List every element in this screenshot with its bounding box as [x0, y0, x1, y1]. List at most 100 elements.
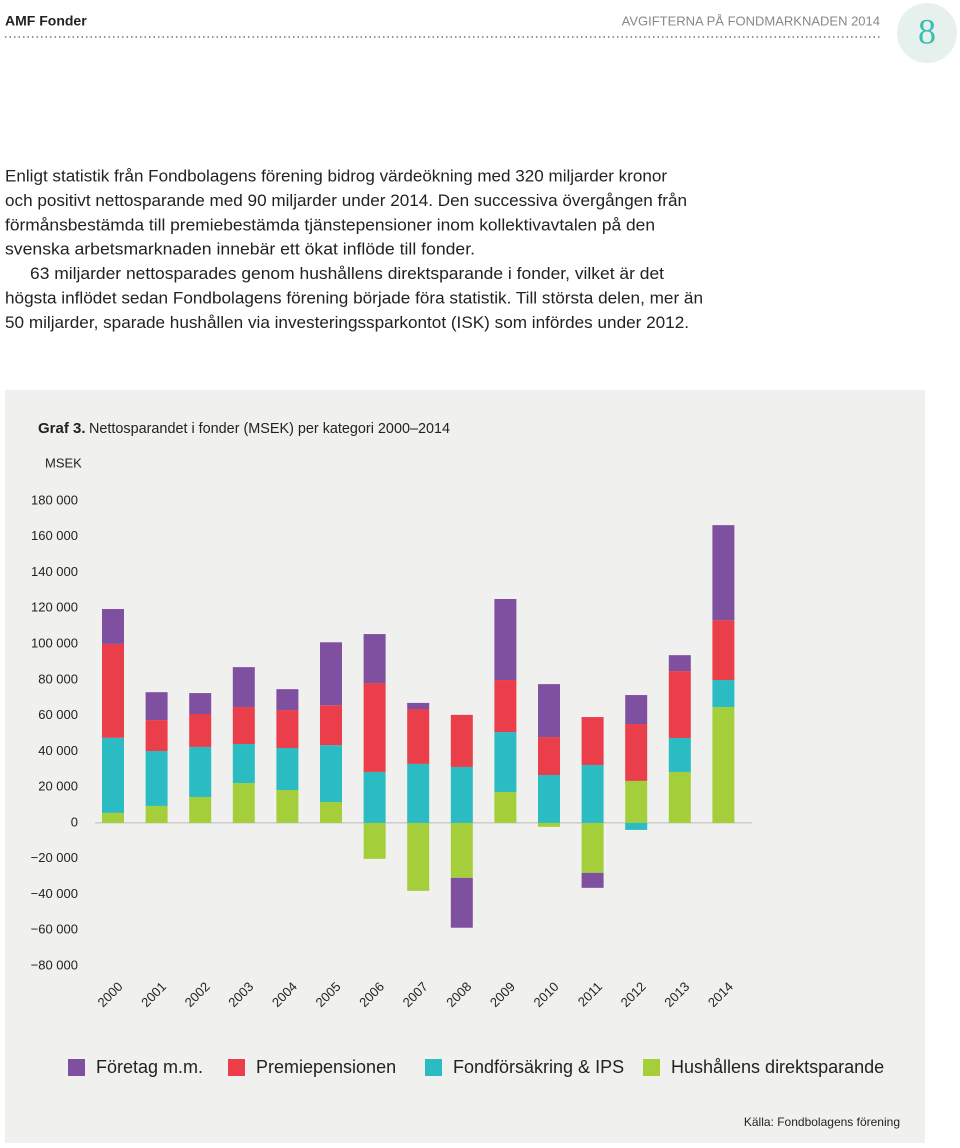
- body-line: svenska arbetsmarknaden innebär ett ökat…: [5, 240, 475, 259]
- chart-title-label: Graf 3.: [38, 420, 86, 437]
- y-tick-label: 0: [71, 814, 78, 829]
- bar-segment: [232, 744, 255, 784]
- bar-segment: [494, 599, 517, 681]
- bar-segment: [581, 764, 604, 823]
- body-line: 50 miljarder, sparade hushållen via inve…: [5, 313, 689, 332]
- bar-segment: [625, 780, 648, 823]
- bar-segment: [102, 737, 124, 813]
- bar-segment: [363, 771, 386, 823]
- page-badge: [897, 3, 957, 63]
- bar-segment: [102, 609, 124, 644]
- y-tick-label: 100 000: [31, 636, 78, 651]
- bar-segment: [232, 783, 255, 823]
- bar-segment: [668, 655, 691, 672]
- y-tick-label: −60 000: [31, 922, 78, 937]
- bar-segment: [668, 671, 691, 738]
- y-tick-label: 180 000: [31, 492, 78, 507]
- bar-segment: [581, 822, 604, 873]
- bar-segment: [450, 877, 473, 928]
- header-right: AVGIFTERNA PÅ FONDMARKNADEN 2014: [622, 13, 880, 28]
- legend-label: Fondförsäkring & IPS: [453, 1057, 624, 1077]
- bar-segment: [712, 680, 735, 708]
- bar-segment: [102, 643, 124, 738]
- bar-segment: [581, 872, 604, 888]
- bar-segment: [538, 774, 560, 823]
- bar-segment: [189, 796, 212, 823]
- bar-segment: [712, 620, 735, 681]
- legend-swatch: [425, 1059, 442, 1076]
- bar-segment: [712, 707, 735, 823]
- bar-segment: [276, 689, 299, 711]
- bar-segment: [450, 822, 473, 878]
- legend-label: Företag m.m.: [96, 1057, 203, 1077]
- bar-segment: [494, 732, 517, 792]
- bar-segment: [320, 745, 342, 802]
- bar-segment: [363, 683, 386, 772]
- bar-segment: [145, 751, 168, 806]
- y-tick-label: 140 000: [31, 564, 78, 579]
- body-line: Enligt statistik från Fondbolagens fören…: [5, 166, 667, 185]
- page-number: 8: [918, 11, 936, 51]
- bar-segment: [668, 737, 691, 772]
- bar-segment: [538, 822, 560, 827]
- bar-segment: [276, 710, 299, 748]
- source: Källa: Fondbolagens förening: [744, 1115, 900, 1129]
- legend-label: Premiepensionen: [256, 1057, 396, 1077]
- bar-segment: [320, 705, 342, 746]
- y-tick-label: 160 000: [31, 528, 78, 543]
- bar-segment: [712, 525, 735, 621]
- y-tick-label: 20 000: [38, 779, 78, 794]
- legend-swatch: [228, 1059, 245, 1076]
- bar-segment: [145, 805, 168, 823]
- bar-segment: [538, 737, 560, 775]
- bar-segment: [625, 822, 648, 830]
- body-text: Enligt statistik från Fondbolagens fören…: [5, 166, 703, 331]
- bar-segment: [494, 680, 517, 733]
- legend-swatch: [68, 1059, 85, 1076]
- bar-segment: [407, 708, 430, 764]
- bar-segment: [276, 747, 299, 791]
- bar-segment: [145, 720, 168, 752]
- bar-segment: [232, 667, 255, 708]
- legend-label: Hushållens direktsparande: [671, 1057, 884, 1077]
- bar-segment: [189, 746, 212, 797]
- bar-segment: [189, 714, 212, 747]
- bar-segment: [320, 801, 342, 823]
- bar-segment: [232, 707, 255, 745]
- body-line: och positivt nettosparande med 90 miljar…: [5, 191, 687, 210]
- bar-segment: [363, 634, 386, 684]
- y-tick-label: −80 000: [31, 957, 78, 972]
- y-tick-label: 80 000: [38, 671, 78, 686]
- body-line: högsta inflödet sedan Fondbolagens fören…: [5, 288, 703, 307]
- bar-segment: [625, 695, 648, 725]
- y-tick-label: −40 000: [31, 886, 78, 901]
- y-tick-label: 40 000: [38, 743, 78, 758]
- bar-segment: [320, 642, 342, 706]
- bar-segment: [407, 702, 430, 709]
- bar-segment: [538, 684, 560, 738]
- bar-segment: [450, 766, 473, 823]
- bar-segment: [581, 717, 604, 765]
- y-axis-label: MSEK: [45, 455, 82, 470]
- bar-segment: [189, 693, 212, 715]
- y-tick-label: 120 000: [31, 600, 78, 615]
- bar-segment: [363, 822, 386, 859]
- y-tick-label: −20 000: [31, 850, 78, 865]
- body-line: 63 miljarder nettosparades genom hushåll…: [30, 264, 664, 283]
- bar-segment: [102, 812, 124, 823]
- bar-segment: [494, 791, 517, 823]
- bar-segment: [145, 692, 168, 721]
- y-tick-label: 60 000: [38, 707, 78, 722]
- header-left: AMF Fonder: [5, 13, 87, 29]
- bar-segment: [668, 771, 691, 823]
- bar-segment: [625, 724, 648, 781]
- body-line: förmånsbestämda till premiebestämda tjän…: [5, 215, 655, 234]
- chart-title: Nettosparandet i fonder (MSEK) per kateg…: [89, 420, 450, 437]
- bar-segment: [407, 822, 430, 891]
- bar-segment: [450, 714, 473, 767]
- bar-segment: [276, 790, 299, 823]
- legend-swatch: [643, 1059, 660, 1076]
- bar-segment: [407, 763, 430, 823]
